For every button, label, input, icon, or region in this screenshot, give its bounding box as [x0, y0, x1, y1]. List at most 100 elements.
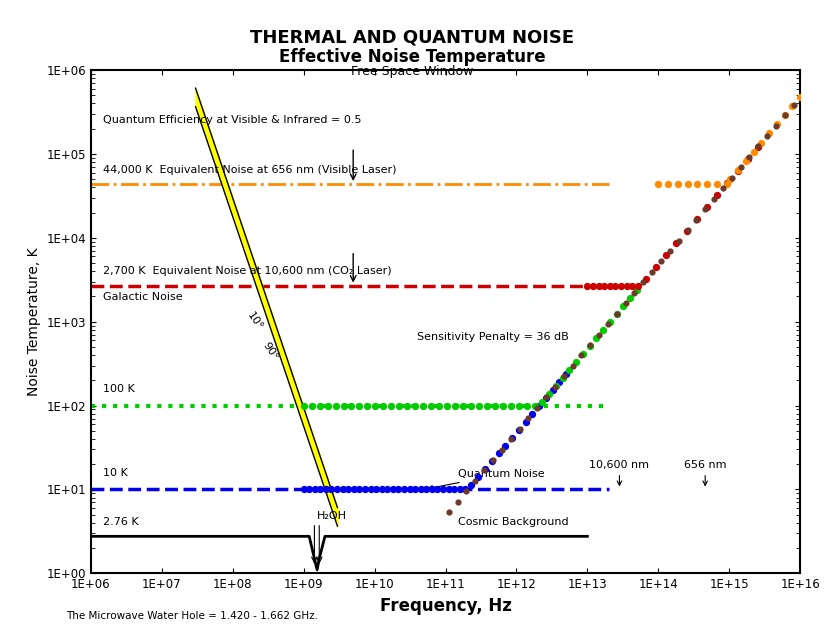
Point [778, 110, 791, 120]
Text: 2,700 K  Equivalent Noise at 10,600 nm (CO₂ Laser): 2,700 K Equivalent Noise at 10,600 nm (C… [103, 266, 392, 276]
Point [577, 348, 590, 359]
Point [321, 401, 334, 411]
Point [720, 179, 733, 189]
Point [672, 179, 685, 189]
Point [485, 456, 498, 466]
Point [543, 389, 556, 399]
Point [672, 236, 686, 246]
Point [755, 138, 768, 148]
Point [319, 484, 332, 494]
Point [353, 484, 366, 494]
Point [375, 484, 389, 494]
Point [530, 403, 544, 413]
Point [526, 408, 539, 419]
Point [581, 280, 594, 290]
Point [786, 101, 799, 111]
Point [459, 484, 472, 494]
Text: 10 K: 10 K [103, 468, 128, 478]
Point [645, 267, 658, 277]
Point [464, 480, 478, 490]
Point [771, 119, 784, 129]
Point [535, 396, 549, 406]
Point [659, 250, 672, 261]
Point [303, 484, 316, 494]
Point [521, 413, 535, 424]
Point [369, 401, 382, 411]
Point [529, 401, 542, 411]
Point [420, 484, 433, 494]
Point [425, 484, 438, 494]
Text: Cosmic Background: Cosmic Background [458, 517, 568, 527]
Point [498, 440, 512, 450]
Point [521, 401, 534, 411]
Point [619, 298, 632, 308]
Point [597, 280, 610, 290]
Point [724, 174, 737, 184]
Point [625, 280, 639, 290]
Point [478, 464, 492, 475]
Y-axis label: Noise Temperature, K: Noise Temperature, K [26, 247, 40, 396]
Point [742, 152, 756, 162]
Text: 2.76 K: 2.76 K [103, 517, 139, 527]
Point [716, 183, 729, 194]
Point [519, 417, 532, 427]
Point [747, 147, 761, 157]
Point [451, 497, 464, 507]
Point [770, 120, 783, 131]
Point [358, 484, 371, 494]
Point [487, 455, 500, 465]
Point [370, 484, 383, 494]
Point [654, 256, 667, 266]
Point [587, 280, 600, 290]
Point [513, 424, 526, 434]
Point [700, 179, 714, 189]
Point [417, 401, 430, 411]
Point [449, 401, 462, 411]
Point [331, 484, 344, 494]
Point [505, 401, 518, 411]
Point [472, 473, 485, 483]
Point [546, 385, 559, 395]
Point [739, 156, 752, 166]
Point [710, 179, 724, 189]
Point [699, 204, 712, 214]
Point [460, 486, 473, 496]
Text: Free Space Window: Free Space Window [351, 65, 474, 78]
Point [628, 288, 641, 298]
Text: THERMAL AND QUANTUM NOISE: THERMAL AND QUANTUM NOISE [251, 29, 574, 47]
Point [691, 179, 704, 189]
Point [778, 110, 791, 120]
Point [725, 173, 738, 183]
Point [408, 401, 422, 411]
Text: 100 K: 100 K [103, 384, 135, 394]
Point [364, 484, 377, 494]
Point [549, 380, 563, 390]
Point [761, 131, 774, 141]
Point [492, 448, 505, 459]
Point [361, 401, 374, 411]
Point [681, 179, 694, 189]
Point [469, 476, 482, 486]
Point [590, 333, 603, 343]
Point [624, 292, 637, 303]
Point [637, 277, 650, 287]
Point [497, 401, 510, 411]
Point [347, 484, 361, 494]
Point [553, 376, 566, 387]
Point [639, 275, 653, 285]
Point [425, 401, 438, 411]
Point [708, 194, 721, 204]
Point [305, 401, 318, 411]
Point [596, 325, 610, 335]
Text: 656 nm: 656 nm [684, 460, 727, 485]
Text: H₂OH: H₂OH [317, 510, 346, 520]
Point [532, 401, 545, 411]
Point [610, 309, 624, 319]
Point [752, 141, 765, 152]
Point [631, 280, 644, 290]
Point [592, 329, 606, 340]
Point [495, 445, 508, 455]
Point [731, 166, 744, 176]
Point [617, 301, 630, 311]
Point [620, 280, 634, 290]
